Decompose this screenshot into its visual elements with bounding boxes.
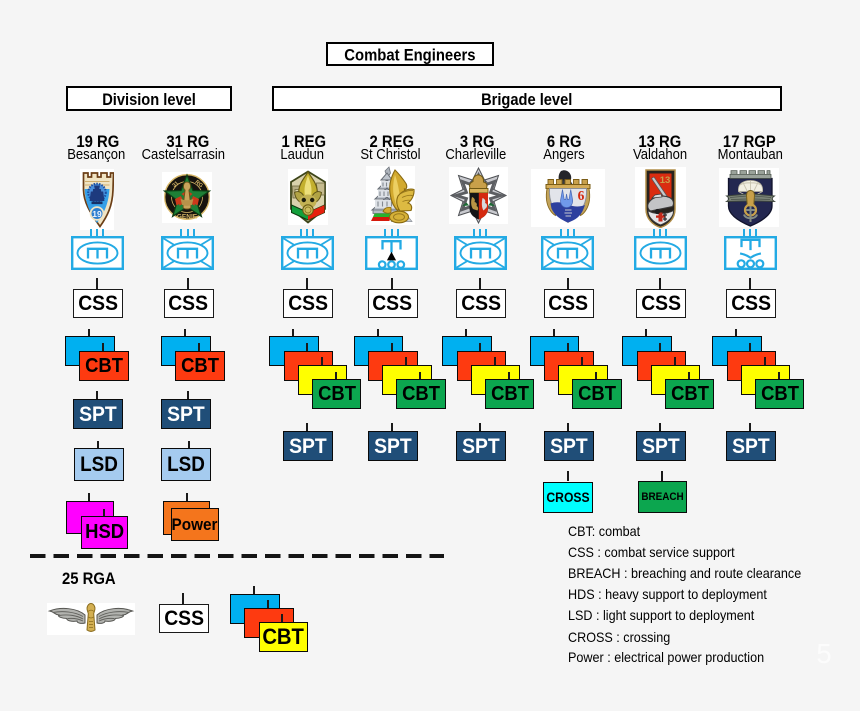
svg-text:6: 6 xyxy=(578,188,585,203)
svg-text:GENIE: GENIE xyxy=(177,214,198,221)
svg-text:13: 13 xyxy=(660,175,671,186)
svg-text:RG: RG xyxy=(194,179,204,189)
svg-text:31: 31 xyxy=(172,180,181,189)
svg-text:19: 19 xyxy=(92,209,102,219)
